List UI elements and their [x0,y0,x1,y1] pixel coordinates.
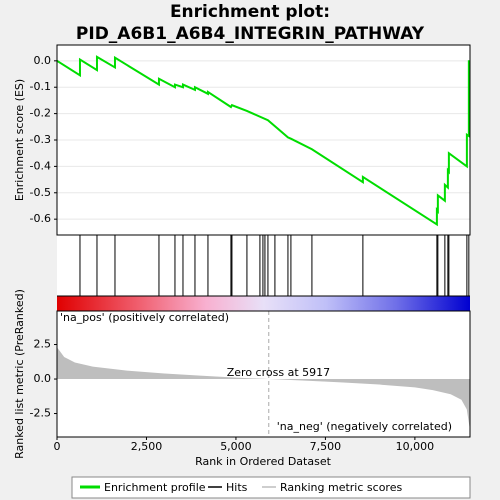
y-tick-label: -0.4 [30,159,51,172]
x-tick-label: 7,500 [310,440,342,453]
chart-title: Enrichment plot: [170,2,330,22]
y-axis-label: Enrichment score (ES) [13,79,26,201]
panel-frame [56,310,471,438]
y-tick-label: -0.6 [30,212,51,225]
y-tick-label: -2.5 [30,407,51,420]
y-tick-label: 2.5 [34,338,52,351]
y-tick-label: -0.3 [30,133,51,146]
y-tick-label: 0.0 [34,372,52,385]
legend-label: Ranking metric scores [280,481,402,494]
x-tick-label: 10,000 [396,440,435,453]
annotation: Zero cross at 5917 [227,366,330,379]
legend-label: Enrichment profile [104,481,206,494]
chart-title: PID_A6B1_A6B4_INTEGRIN_PATHWAY [76,24,425,44]
annotation: 'na_neg' (negatively correlated) [277,420,452,433]
x-tick-label: 2,500 [131,440,163,453]
y-tick-label: -0.1 [30,80,51,93]
enrichment-line [56,55,470,227]
x-tick-label: 5,000 [220,440,252,453]
x-axis-label: Rank in Ordered Dataset [195,455,332,468]
rank-color-bar [57,296,470,311]
x-tick-label: 0 [54,440,61,453]
panel-frame [56,44,471,236]
y-tick-label: -0.2 [30,107,51,120]
y-tick-label: -0.5 [30,186,51,199]
legend-label: Hits [226,481,248,494]
annotation: 'na_pos' (positively correlated) [60,311,229,324]
y-axis-label: Ranked list metric (PreRanked) [13,289,26,459]
y-tick-label: 0.0 [34,54,52,67]
